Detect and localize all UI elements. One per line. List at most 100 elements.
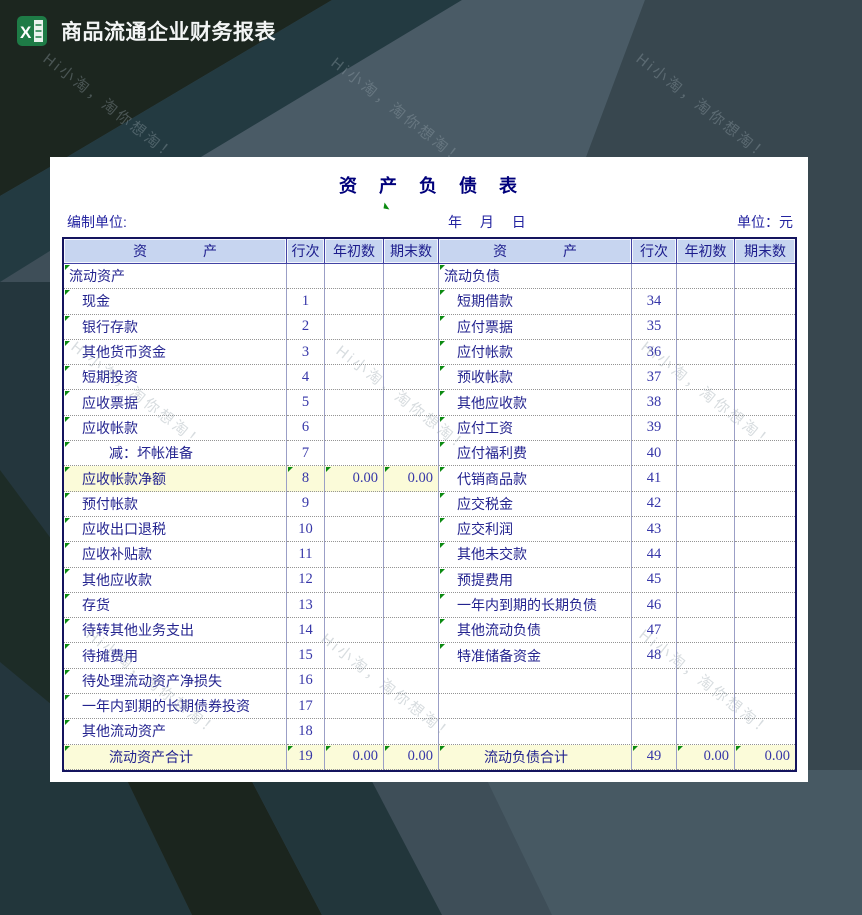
- row-label-left[interactable]: 应收帐款: [64, 415, 287, 442]
- row-begin-value-left[interactable]: [325, 365, 384, 391]
- row-line-number-right[interactable]: 37: [632, 365, 677, 391]
- row-end-value-right[interactable]: [735, 365, 795, 391]
- row-line-number-left[interactable]: 7: [287, 441, 325, 467]
- row-label-right[interactable]: 应付福利费: [439, 441, 632, 467]
- row-begin-value-left[interactable]: 0.00: [325, 466, 384, 492]
- row-line-number-right[interactable]: 36: [632, 339, 677, 366]
- row-begin-value-right[interactable]: [677, 314, 735, 340]
- row-line-number-right[interactable]: 41: [632, 466, 677, 492]
- row-label-left[interactable]: 流动资产: [64, 264, 287, 290]
- row-begin-value-right[interactable]: [677, 592, 735, 619]
- row-label-left[interactable]: 一年内到期的长期债券投资: [64, 694, 287, 720]
- row-label-left[interactable]: 其他流动资产: [64, 719, 287, 745]
- row-line-number-left[interactable]: 2: [287, 314, 325, 340]
- row-label-left[interactable]: 待转其他业务支出: [64, 618, 287, 644]
- date-label[interactable]: 年 月 日: [448, 214, 526, 230]
- row-line-number-left[interactable]: 13: [287, 592, 325, 619]
- row-end-value-right[interactable]: [735, 289, 795, 315]
- row-begin-value-right[interactable]: [677, 339, 735, 366]
- row-begin-value-left[interactable]: [325, 491, 384, 517]
- row-end-value-left[interactable]: [384, 618, 439, 644]
- row-begin-value-left[interactable]: 0.00: [325, 744, 384, 770]
- row-end-value-left[interactable]: [384, 643, 439, 669]
- row-label-left[interactable]: 其他货币资金: [64, 339, 287, 366]
- row-end-value-left[interactable]: [384, 264, 439, 290]
- row-begin-value-right[interactable]: [677, 643, 735, 669]
- row-end-value-right[interactable]: [735, 466, 795, 492]
- row-label-left[interactable]: 待摊费用: [64, 643, 287, 669]
- row-line-number-right[interactable]: 43: [632, 516, 677, 543]
- row-begin-value-right[interactable]: [677, 542, 735, 568]
- row-end-value-left[interactable]: [384, 694, 439, 720]
- row-label-left[interactable]: 应收出口退税: [64, 516, 287, 543]
- row-line-number-left[interactable]: 11: [287, 542, 325, 568]
- row-line-number-left[interactable]: 18: [287, 719, 325, 745]
- prepared-by-label[interactable]: 编制单位:: [67, 214, 127, 230]
- header-cell-end-left[interactable]: 期末数: [384, 239, 439, 264]
- row-end-value-left[interactable]: [384, 339, 439, 366]
- row-label-right[interactable]: 应付帐款: [439, 339, 632, 366]
- row-label-left[interactable]: 现金: [64, 289, 287, 315]
- row-line-number-left[interactable]: 16: [287, 668, 325, 695]
- row-begin-value-right[interactable]: [677, 365, 735, 391]
- row-begin-value-right[interactable]: [677, 415, 735, 442]
- row-end-value-right[interactable]: [735, 517, 795, 543]
- row-label-right[interactable]: 其他流动负债: [439, 618, 632, 644]
- row-label-left[interactable]: 待处理流动资产净损失: [64, 668, 287, 695]
- header-cell-asset-left[interactable]: 资 产: [64, 239, 287, 264]
- row-end-value-right[interactable]: [735, 542, 795, 568]
- row-end-value-left[interactable]: [384, 719, 439, 745]
- row-end-value-right[interactable]: 0.00: [735, 744, 795, 770]
- row-label-right[interactable]: 流动负债: [439, 264, 632, 290]
- row-label-right[interactable]: 应交税金: [439, 491, 632, 517]
- row-label-right[interactable]: [439, 694, 632, 720]
- row-line-number-left[interactable]: 9: [287, 491, 325, 517]
- row-label-left[interactable]: 短期投资: [64, 365, 287, 391]
- row-begin-value-right[interactable]: [677, 390, 735, 416]
- row-line-number-right[interactable]: 48: [632, 643, 677, 669]
- row-line-number-right[interactable]: [632, 264, 677, 290]
- row-label-left[interactable]: 流动资产合计: [64, 744, 287, 770]
- row-line-number-left[interactable]: 5: [287, 390, 325, 416]
- row-label-left[interactable]: 银行存款: [64, 314, 287, 340]
- row-begin-value-right[interactable]: [677, 264, 735, 290]
- row-begin-value-left[interactable]: [325, 314, 384, 340]
- row-begin-value-left[interactable]: [325, 668, 384, 695]
- row-begin-value-right[interactable]: [677, 719, 735, 745]
- row-label-right[interactable]: 一年内到期的长期负债: [439, 592, 632, 619]
- row-begin-value-right[interactable]: [677, 567, 735, 593]
- row-label-right[interactable]: 预提费用: [439, 567, 632, 593]
- row-begin-value-left[interactable]: [325, 390, 384, 416]
- row-end-value-left[interactable]: [384, 668, 439, 695]
- row-label-right[interactable]: [439, 719, 632, 745]
- row-line-number-right[interactable]: 45: [632, 567, 677, 593]
- row-begin-value-left[interactable]: [325, 264, 384, 290]
- row-begin-value-left[interactable]: [325, 719, 384, 745]
- row-end-value-right[interactable]: [735, 492, 795, 517]
- row-end-value-right[interactable]: [735, 416, 795, 442]
- row-end-value-right[interactable]: [735, 568, 795, 593]
- header-cell-begin-left[interactable]: 年初数: [325, 239, 384, 264]
- row-end-value-left[interactable]: [384, 415, 439, 442]
- row-end-value-left[interactable]: 0.00: [384, 744, 439, 770]
- row-end-value-right[interactable]: [735, 593, 795, 619]
- header-cell-end-right[interactable]: 期末数: [735, 239, 795, 264]
- row-label-left[interactable]: 预付帐款: [64, 491, 287, 517]
- row-label-left[interactable]: 应收帐款净额: [64, 466, 287, 492]
- row-begin-value-left[interactable]: [325, 289, 384, 315]
- row-end-value-left[interactable]: [384, 441, 439, 467]
- row-line-number-left[interactable]: 17: [287, 694, 325, 720]
- row-end-value-left[interactable]: [384, 567, 439, 593]
- row-line-number-left[interactable]: 8: [287, 466, 325, 492]
- row-label-right[interactable]: 应付工资: [439, 415, 632, 442]
- row-label-left[interactable]: 应收补贴款: [64, 542, 287, 568]
- row-end-value-right[interactable]: [735, 719, 795, 745]
- row-label-right[interactable]: 其他未交款: [439, 542, 632, 568]
- row-end-value-left[interactable]: [384, 289, 439, 315]
- row-label-left[interactable]: 其他应收款: [64, 567, 287, 593]
- row-line-number-left[interactable]: 19: [287, 744, 325, 770]
- row-end-value-left[interactable]: [384, 516, 439, 543]
- row-label-right[interactable]: [439, 668, 632, 695]
- row-line-number-right[interactable]: 49: [632, 744, 677, 770]
- row-line-number-right[interactable]: 35: [632, 314, 677, 340]
